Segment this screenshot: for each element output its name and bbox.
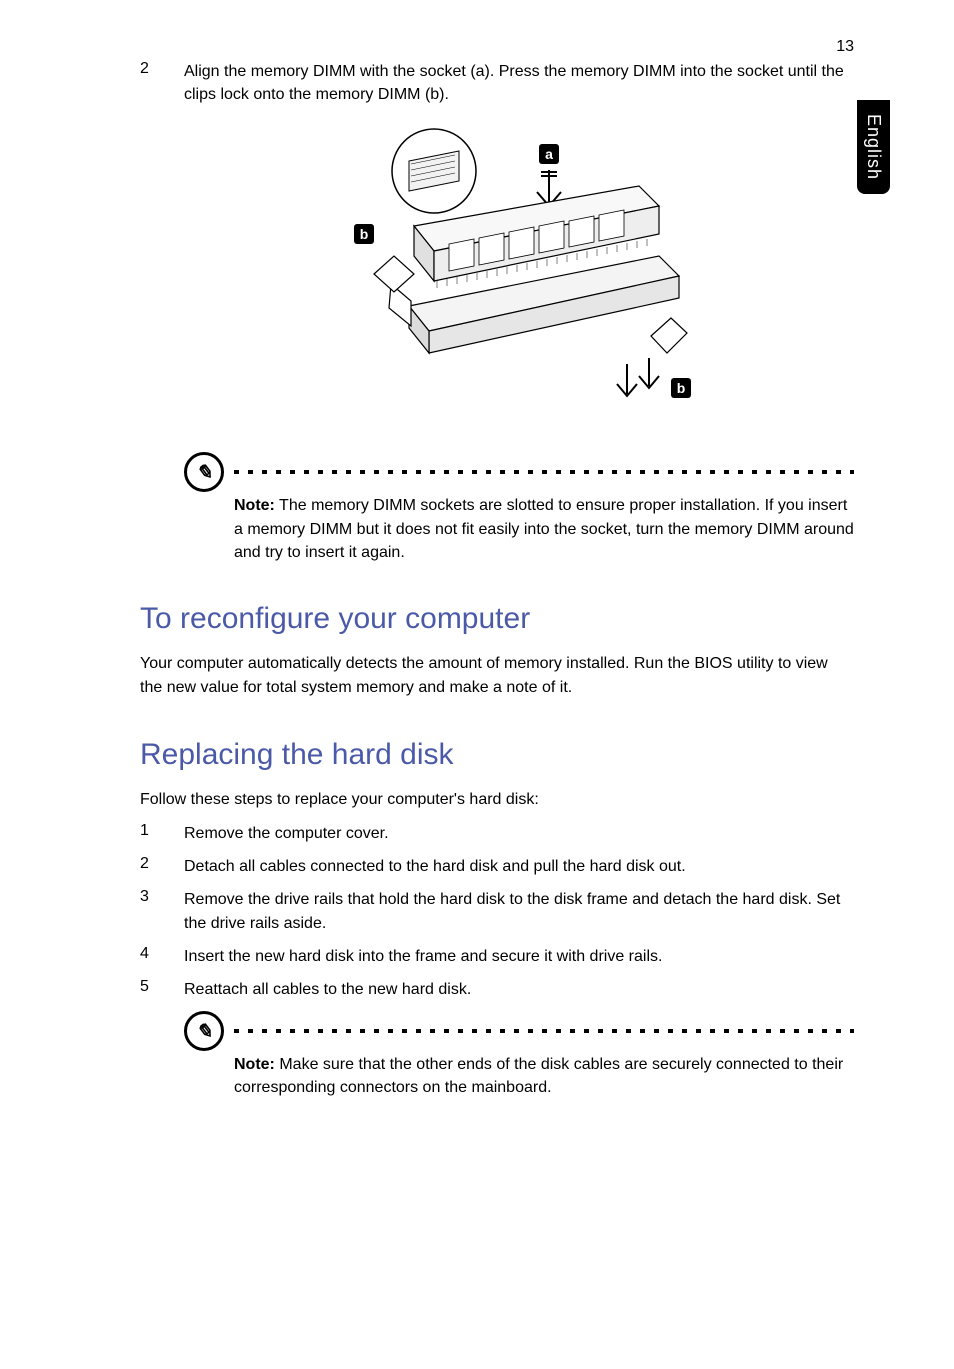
heading-reconfigure: To reconfigure your computer — [140, 602, 854, 636]
svg-text:a: a — [545, 146, 553, 162]
step-text: Reattach all cables to the new hard disk… — [184, 978, 854, 1001]
step-text: Remove the drive rails that hold the har… — [184, 888, 854, 934]
dotted-rule — [234, 470, 854, 474]
list-item: 3 Remove the drive rails that hold the h… — [140, 888, 854, 934]
reconfigure-body: Your computer automatically detects the … — [140, 652, 854, 700]
note-icon: ✎ — [184, 452, 224, 492]
step-text: Detach all cables connected to the hard … — [184, 855, 854, 878]
step-number: 2 — [140, 855, 160, 878]
note-text: Note: Make sure that the other ends of t… — [234, 1053, 854, 1099]
svg-text:b: b — [677, 380, 686, 396]
language-tab: English — [857, 100, 890, 194]
replace-hd-intro: Follow these steps to replace your compu… — [140, 788, 854, 812]
install-step-2: 2 Align the memory DIMM with the socket … — [140, 60, 854, 106]
list-item: 1 Remove the computer cover. — [140, 822, 854, 845]
list-item: 5 Reattach all cables to the new hard di… — [140, 978, 854, 1001]
note-label: Note: — [234, 497, 275, 514]
step-text: Align the memory DIMM with the socket (a… — [184, 60, 854, 106]
note-divider: ✎ — [184, 452, 854, 492]
replace-hd-steps: 1 Remove the computer cover. 2 Detach al… — [140, 822, 854, 1001]
note-icon: ✎ — [184, 1011, 224, 1051]
note-dimm-slotted: ✎ Note: The memory DIMM sockets are slot… — [184, 452, 854, 564]
page-number: 13 — [836, 38, 854, 56]
list-item: 4 Insert the new hard disk into the fram… — [140, 945, 854, 968]
note-text: Note: The memory DIMM sockets are slotte… — [234, 494, 854, 564]
note-divider: ✎ — [184, 1011, 854, 1051]
list-item: 2 Detach all cables connected to the har… — [140, 855, 854, 878]
page-container: 13 English 2 Align the memory DIMM with … — [0, 0, 954, 1177]
dimm-install-diagram: a — [319, 126, 719, 436]
note-label: Note: — [234, 1056, 275, 1073]
step-text: Remove the computer cover. — [184, 822, 854, 845]
step-number: 3 — [140, 888, 160, 934]
step-number: 2 — [140, 60, 160, 106]
note-body: The memory DIMM sockets are slotted to e… — [234, 497, 854, 560]
step-number: 1 — [140, 822, 160, 845]
note-body: Make sure that the other ends of the dis… — [234, 1056, 843, 1096]
step-text: Insert the new hard disk into the frame … — [184, 945, 854, 968]
note-cable-ends: ✎ Note: Make sure that the other ends of… — [184, 1011, 854, 1099]
dotted-rule — [234, 1029, 854, 1033]
heading-replace-hd: Replacing the hard disk — [140, 738, 854, 772]
diagram-container: a — [184, 126, 854, 436]
step-number: 4 — [140, 945, 160, 968]
step-number: 5 — [140, 978, 160, 1001]
svg-text:b: b — [360, 226, 369, 242]
